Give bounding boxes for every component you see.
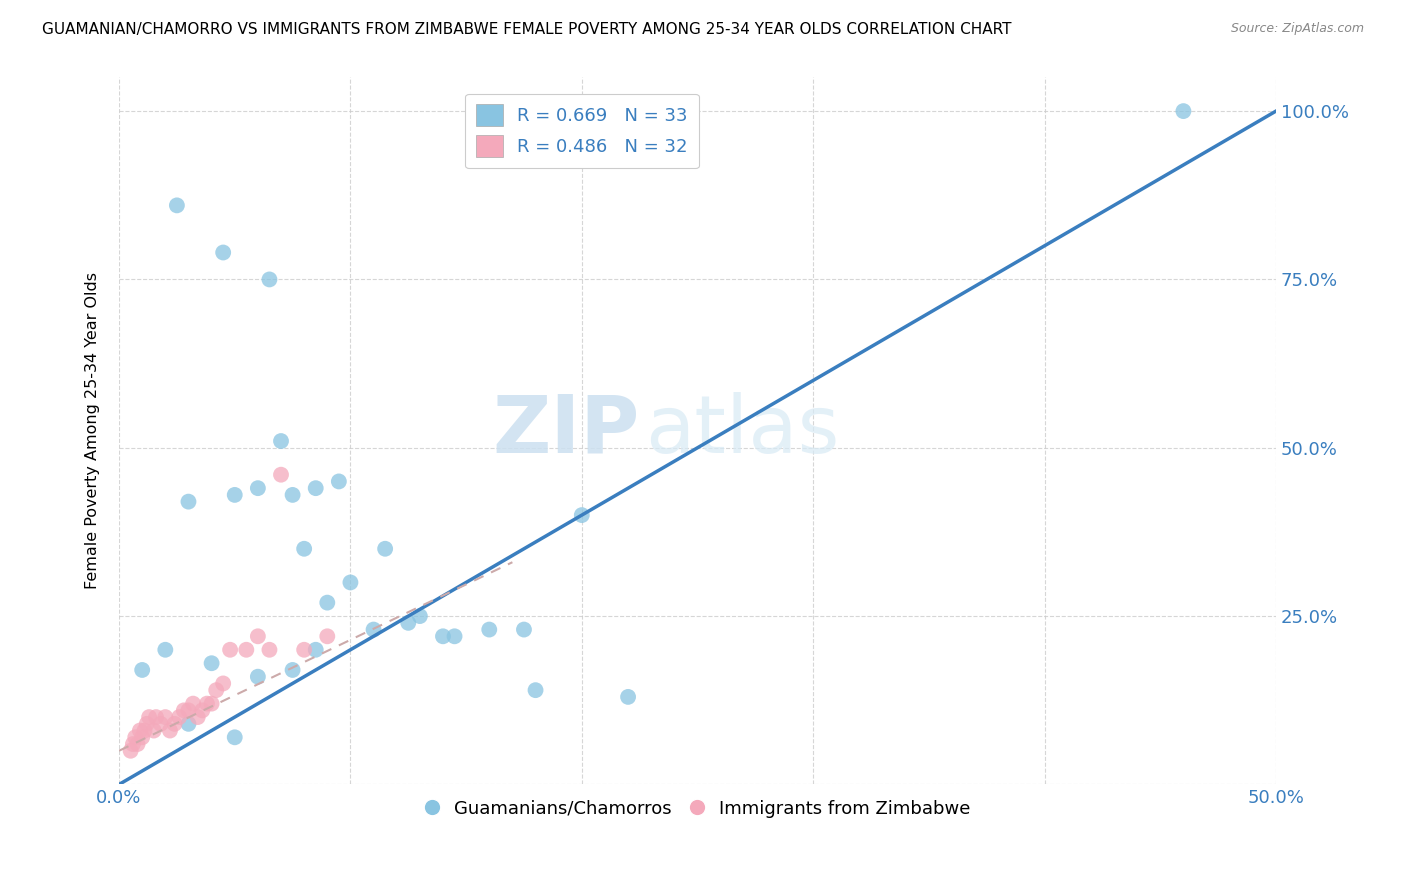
Point (305, 642, 328, 657)
Point (131, 663, 153, 677)
Point (177, 703, 200, 717)
Point (124, 731, 146, 745)
Point (270, 467, 292, 482)
Point (305, 481, 328, 495)
Point (219, 642, 242, 657)
Point (120, 744, 142, 758)
Point (281, 488, 304, 502)
Point (145, 710, 167, 724)
Point (259, 272, 281, 286)
Point (155, 642, 177, 657)
Point (212, 245, 235, 260)
Point (292, 541, 315, 556)
Point (316, 629, 339, 643)
Point (128, 723, 150, 738)
Point (195, 697, 218, 711)
Point (235, 642, 257, 657)
Point (159, 723, 181, 738)
Point (138, 710, 160, 724)
Point (135, 716, 157, 731)
Point (191, 703, 214, 717)
Point (177, 716, 200, 731)
Point (339, 575, 361, 590)
Point (205, 683, 228, 698)
Point (224, 731, 246, 745)
Point (292, 642, 315, 657)
Point (224, 488, 246, 502)
Point (259, 642, 281, 657)
Text: Source: ZipAtlas.com: Source: ZipAtlas.com (1230, 22, 1364, 36)
Point (246, 481, 269, 495)
Point (281, 663, 304, 677)
Point (246, 670, 269, 684)
Text: GUAMANIAN/CHAMORRO VS IMMIGRANTS FROM ZIMBABWE FEMALE POVERTY AMONG 25-34 YEAR O: GUAMANIAN/CHAMORRO VS IMMIGRANTS FROM ZI… (42, 22, 1012, 37)
Point (127, 737, 149, 751)
Point (396, 615, 419, 630)
Point (166, 198, 188, 212)
Point (328, 475, 350, 489)
Point (212, 676, 235, 690)
Point (200, 697, 222, 711)
Point (200, 657, 222, 671)
Point (432, 629, 454, 643)
Point (155, 710, 177, 724)
Point (409, 609, 432, 624)
Y-axis label: Female Poverty Among 25-34 Year Olds: Female Poverty Among 25-34 Year Olds (86, 272, 100, 590)
Point (122, 737, 145, 751)
Point (134, 723, 156, 738)
Point (131, 731, 153, 745)
Point (177, 494, 200, 508)
Text: ZIP: ZIP (492, 392, 640, 470)
Point (187, 710, 209, 724)
Point (173, 703, 195, 717)
Point (270, 434, 292, 448)
Point (316, 596, 339, 610)
Point (163, 716, 186, 731)
Point (167, 710, 190, 724)
Point (181, 697, 204, 711)
Point (149, 716, 172, 731)
Point (363, 623, 385, 637)
Legend: Guamanians/Chamorros, Immigrants from Zimbabwe: Guamanians/Chamorros, Immigrants from Zi… (418, 792, 977, 825)
Point (524, 683, 547, 698)
Point (571, 508, 593, 522)
Point (374, 541, 396, 556)
Point (617, 690, 640, 704)
Point (443, 629, 465, 643)
Text: atlas: atlas (645, 392, 839, 470)
Point (142, 723, 165, 738)
Point (1173, 104, 1195, 119)
Point (246, 629, 269, 643)
Point (478, 623, 501, 637)
Point (513, 623, 536, 637)
